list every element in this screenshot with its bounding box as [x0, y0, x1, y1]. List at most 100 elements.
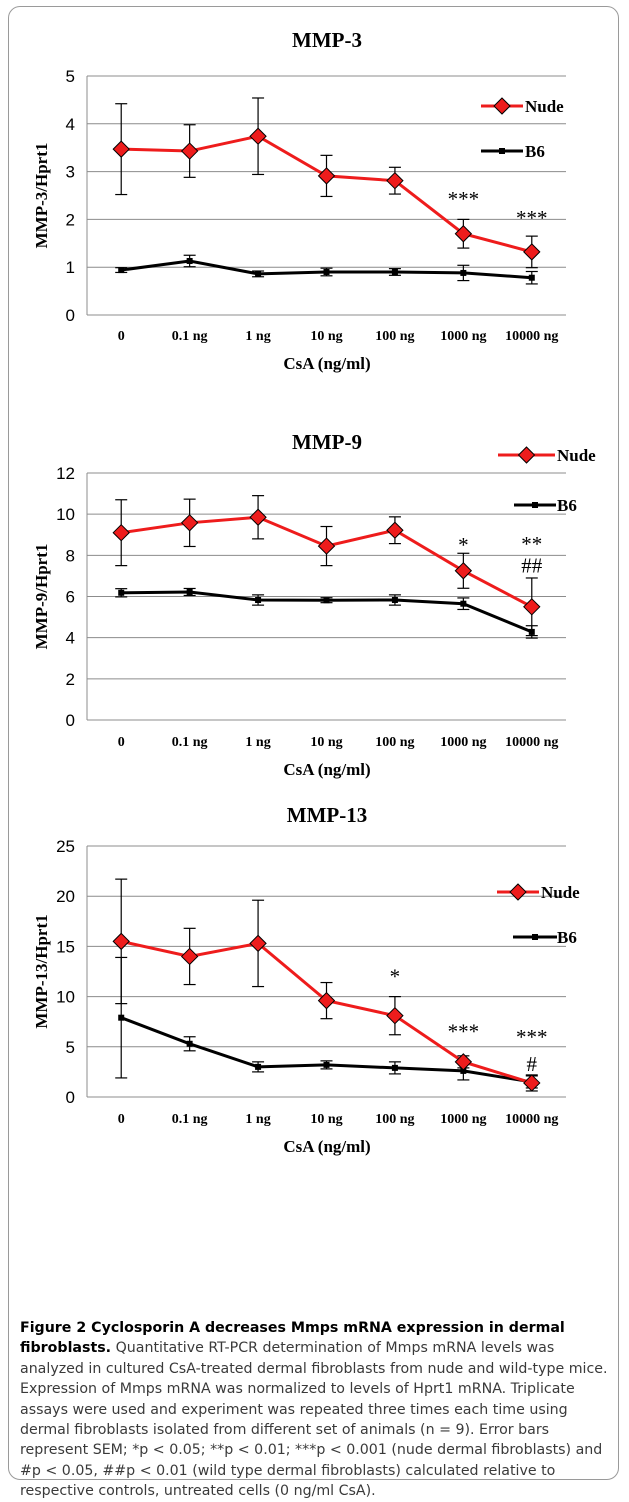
caption-body: Quantitative RT-PCR determination of Mmp… — [20, 1340, 608, 1500]
legend-label: Nude — [557, 446, 596, 465]
chart-mmp-9: MMP-9 0 2 4 6 8 10 12 0 0.1 ng 1 ng 10 ng 100 ng 1000… — [32, 430, 596, 779]
figure-caption: Figure 2 Cyclosporin A decreases Mmps mR… — [20, 1318, 610, 1502]
data-point — [454, 1053, 473, 1071]
data-point — [528, 274, 535, 281]
data-point — [249, 934, 267, 953]
x-tick-label: 0 — [118, 329, 125, 344]
data-point — [180, 514, 199, 532]
legend-marker — [532, 502, 538, 508]
data-point — [186, 257, 193, 264]
chart-mmp-3: MMP-3 0 1 2 3 4 5 0 0.1 ng 1 ng 10 ng 100 ng 1000 ng… — [32, 28, 566, 373]
y-tick-label: 3 — [66, 163, 75, 182]
chart-mmp-13: MMP-13 0 5 10 15 20 25 0 0.1 ng 1 ng 10 ng 100 ng 10… — [32, 803, 580, 1156]
y-tick-label: 12 — [56, 464, 75, 483]
significance-label: # — [527, 1052, 538, 1076]
data-point — [186, 588, 193, 595]
legend-label: B6 — [557, 928, 577, 947]
x-tick-label: 1000 ng — [440, 1112, 486, 1127]
legend-marker — [493, 97, 511, 115]
data-point — [180, 142, 199, 160]
x-tick-label: 100 ng — [375, 735, 414, 750]
y-tick-label: 1 — [66, 258, 75, 277]
series-nude — [112, 878, 541, 1092]
data-point — [323, 268, 330, 275]
x-tick-label: 0.1 ng — [172, 1112, 208, 1127]
significance-label: ## — [521, 554, 543, 578]
legend-marker — [517, 446, 536, 464]
data-point — [460, 269, 467, 276]
legend-item-nude: Nude — [498, 446, 596, 465]
series-nude — [112, 97, 541, 269]
x-tick-label: 100 ng — [375, 1112, 414, 1127]
y-tick-label: 4 — [66, 115, 75, 134]
x-tick-label: 1000 ng — [440, 735, 486, 750]
data-point — [255, 270, 262, 277]
y-tick-label: 20 — [56, 887, 75, 906]
legend-item-b6: B6 — [481, 142, 545, 161]
series-b6 — [115, 254, 538, 285]
data-point — [386, 171, 404, 190]
data-point — [112, 523, 130, 542]
chart-title: MMP-9 — [292, 430, 362, 454]
y-axis-label: MMP-13/Hprt1 — [32, 914, 51, 1028]
legend-label: B6 — [525, 142, 545, 161]
legend-item-nude: Nude — [481, 97, 564, 116]
legend-label: Nude — [525, 97, 564, 116]
x-tick-label: 10000 ng — [505, 1112, 558, 1127]
data-point — [255, 1063, 262, 1070]
data-point — [391, 596, 398, 603]
significance-label: *** — [448, 1020, 480, 1044]
x-tick-label: 10 ng — [310, 329, 342, 344]
data-point — [112, 932, 130, 951]
data-point — [317, 537, 336, 555]
data-point — [323, 1061, 330, 1068]
data-point — [118, 267, 125, 274]
data-point — [391, 268, 398, 275]
y-tick-label: 4 — [66, 629, 75, 648]
data-point — [523, 243, 541, 261]
x-tick-label: 1 ng — [245, 1112, 270, 1127]
x-tick-label: 1 ng — [245, 735, 270, 750]
data-point — [186, 1040, 193, 1047]
chart-title: MMP-13 — [287, 803, 367, 827]
data-point — [118, 589, 125, 596]
data-point — [454, 225, 473, 243]
significance-label: * — [458, 533, 469, 557]
data-point — [386, 1006, 404, 1025]
y-tick-label: 10 — [56, 988, 75, 1007]
legend-marker — [499, 148, 505, 154]
y-tick-label: 5 — [66, 1038, 75, 1057]
x-tick-label: 0 — [118, 1112, 125, 1127]
x-tick-label: 0.1 ng — [172, 329, 208, 344]
data-point — [317, 167, 336, 185]
series-nude — [112, 495, 541, 637]
y-tick-label: 2 — [66, 210, 75, 229]
x-axis-label: CsA (ng/ml) — [283, 1137, 370, 1156]
x-tick-label: 10 ng — [310, 735, 342, 750]
x-tick-label: 100 ng — [375, 329, 414, 344]
significance-label: *** — [516, 1025, 548, 1049]
y-tick-label: 10 — [56, 505, 75, 524]
y-tick-label: 2 — [66, 670, 75, 689]
data-point — [249, 508, 267, 526]
x-tick-label: 1 ng — [245, 329, 270, 344]
y-tick-label: 8 — [66, 546, 75, 565]
data-point — [523, 598, 541, 616]
y-axis-label: MMP-9/Hprt1 — [32, 544, 51, 650]
significance-label: *** — [516, 206, 548, 230]
legend-marker — [509, 883, 527, 901]
chart-title: MMP-3 — [292, 28, 362, 52]
data-point — [323, 597, 330, 604]
legend-item-b6: B6 — [514, 496, 577, 515]
y-tick-label: 0 — [66, 306, 75, 325]
y-tick-label: 6 — [66, 588, 75, 607]
data-point — [460, 600, 467, 607]
data-point — [112, 140, 130, 158]
significance-label: * — [390, 965, 401, 989]
data-point — [317, 991, 336, 1010]
data-point — [460, 1067, 467, 1074]
x-tick-label: 0.1 ng — [172, 735, 208, 750]
legend-marker — [532, 934, 538, 940]
x-axis-label: CsA (ng/ml) — [283, 354, 370, 373]
